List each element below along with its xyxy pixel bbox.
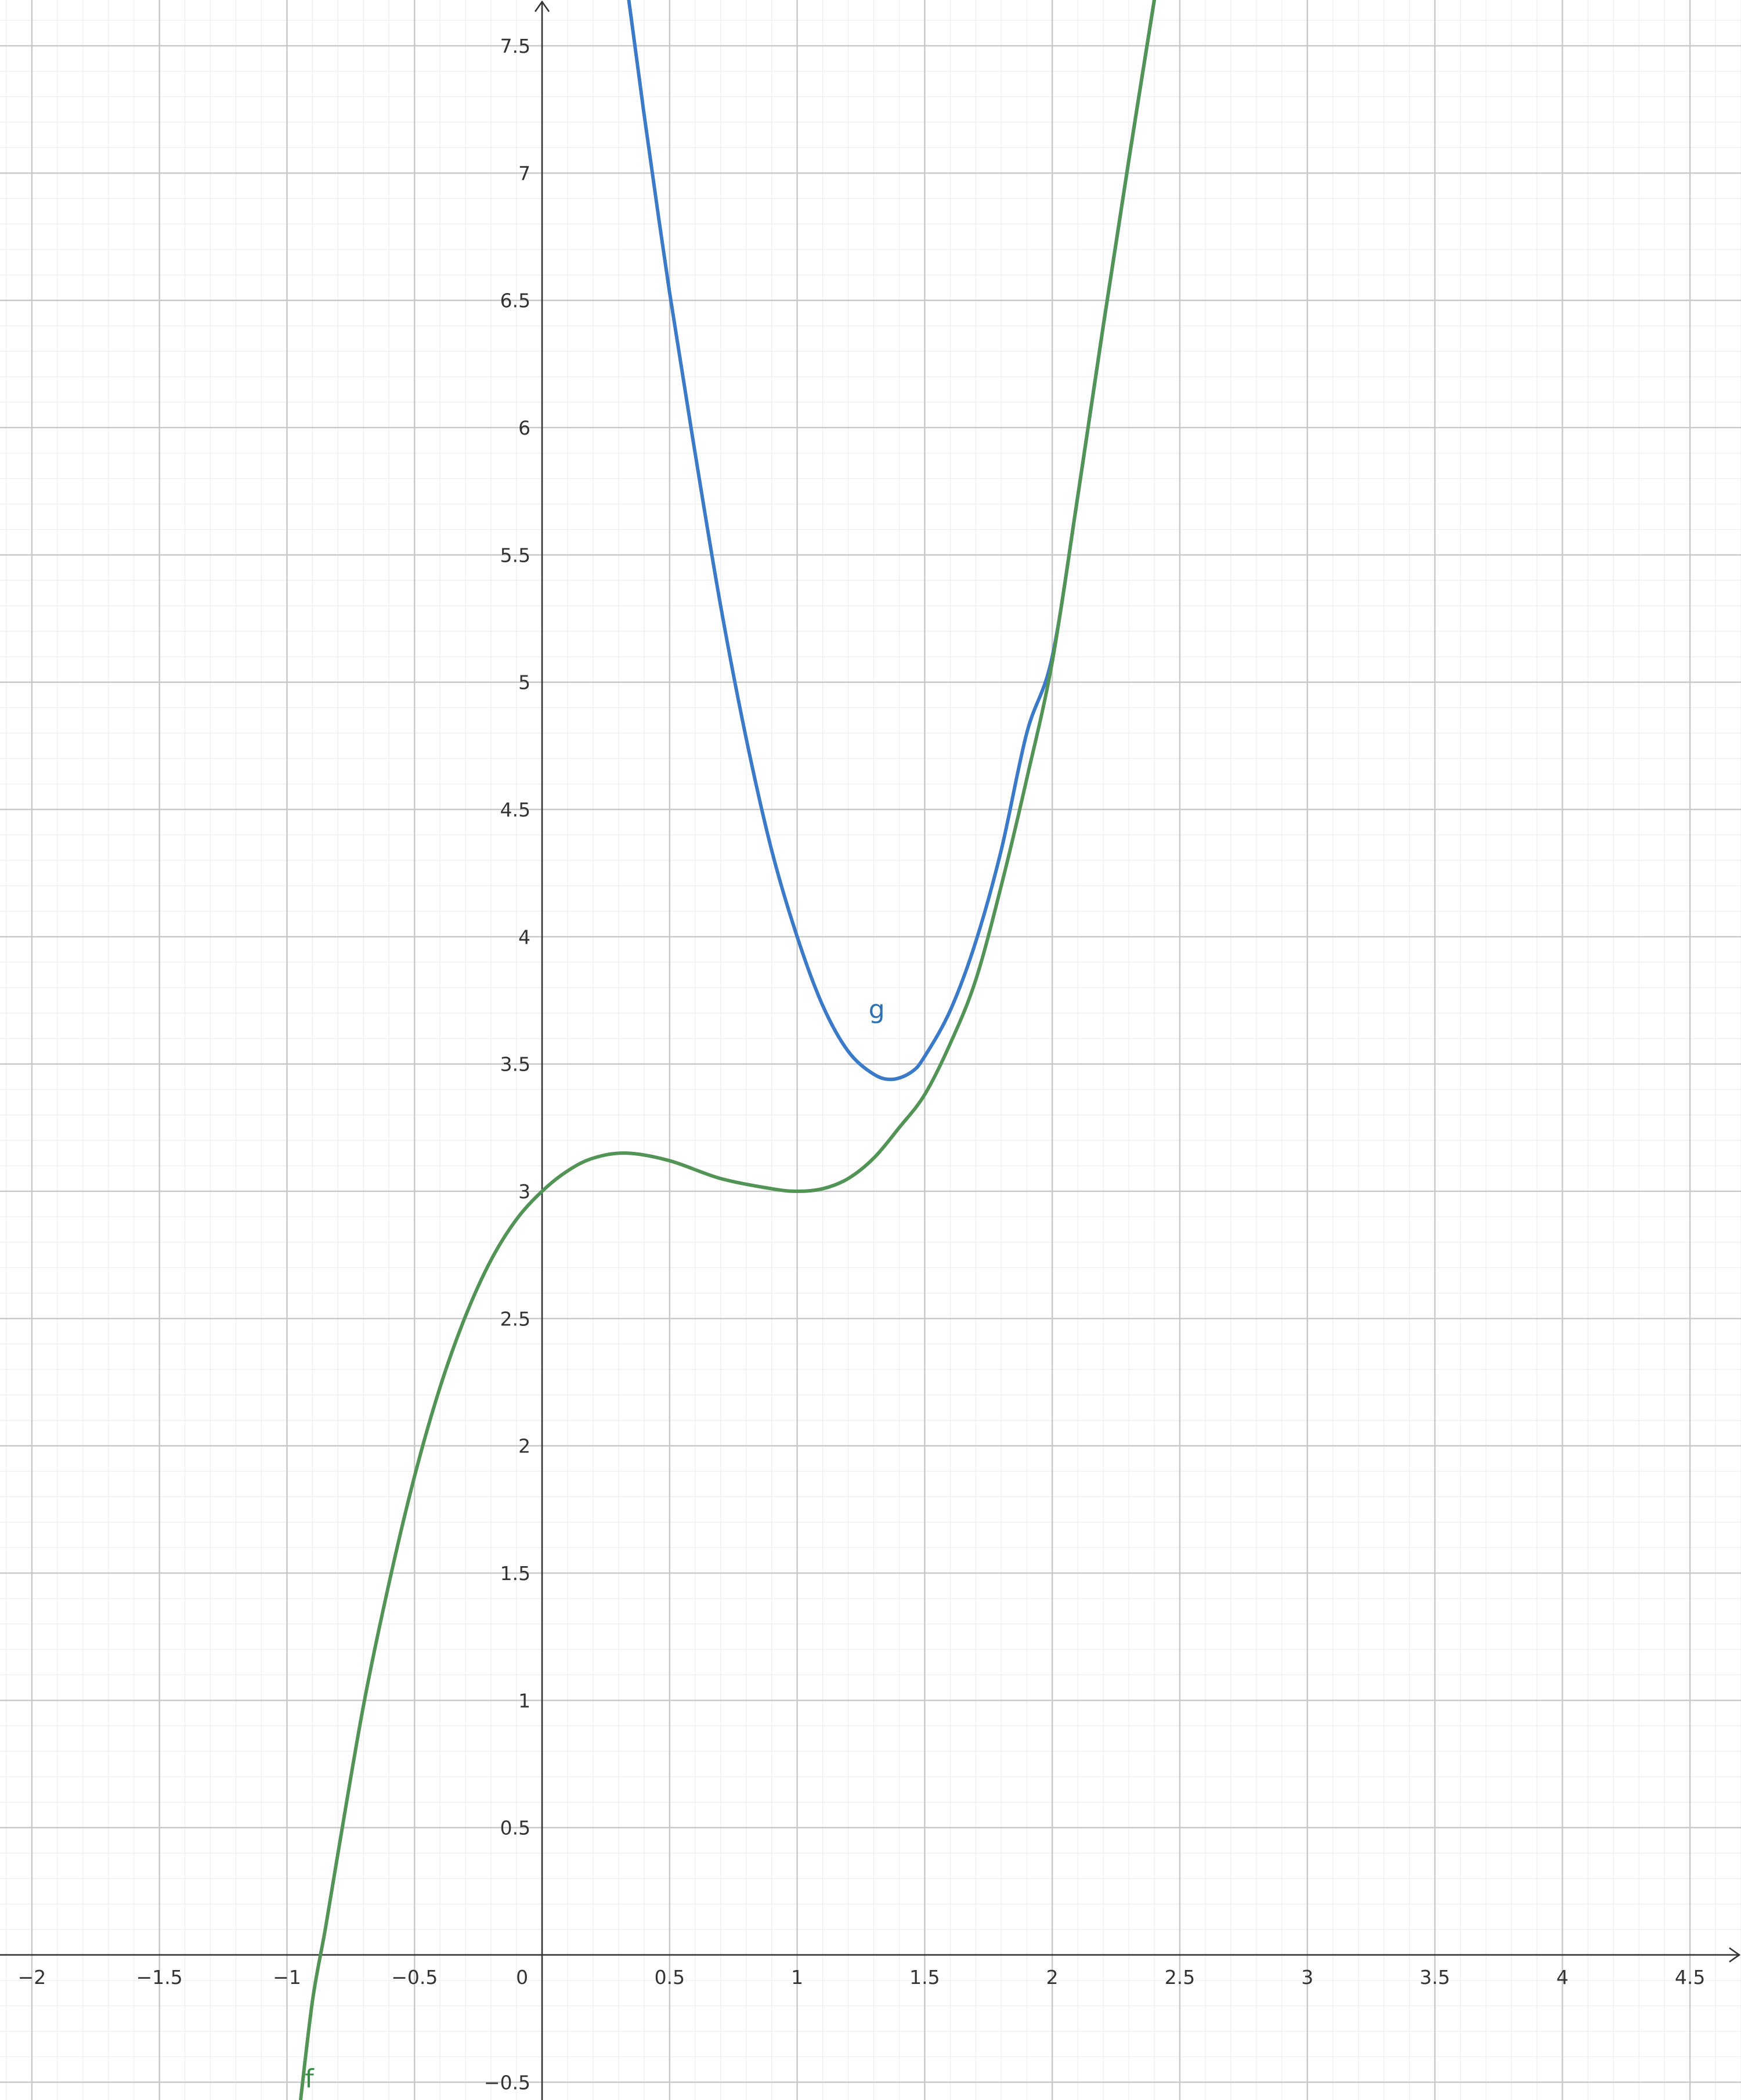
y-tick-label: 5: [518, 671, 530, 694]
y-tick-label: 4: [518, 926, 530, 948]
x-tick-label: 2: [1046, 1966, 1059, 1989]
y-axis-arrow: [534, 0, 550, 12]
y-tick-label: 2: [518, 1435, 530, 1458]
y-tick-label: 1.5: [500, 1562, 530, 1585]
curves: [298, 0, 1157, 2100]
curve-f: [298, 0, 1157, 2100]
y-tick-label: 6.5: [500, 290, 530, 312]
x-axis-arrow: [1729, 1947, 1741, 1963]
x-tick-label: 1.5: [909, 1966, 940, 1989]
x-tick-label: 4: [1556, 1966, 1569, 1989]
y-tick-label: 7: [518, 162, 530, 185]
y-tick-label: 6: [518, 417, 530, 439]
curve-label-g: g: [869, 995, 885, 1025]
x-tick-label: −1: [273, 1966, 301, 1989]
x-tick-label: 3.5: [1419, 1966, 1450, 1989]
y-tick-label: 1: [518, 1689, 530, 1712]
y-tick-label: 5.5: [500, 544, 530, 566]
curve-g: [627, 0, 1157, 1082]
x-tick-label: 0: [516, 1966, 528, 1989]
x-tick-label: 4.5: [1675, 1966, 1705, 1989]
y-tick-label: 3.5: [500, 1053, 530, 1076]
y-tick-label: 4.5: [500, 798, 530, 821]
x-tick-label: 3: [1301, 1966, 1313, 1989]
y-tick-label: −0.5: [484, 2071, 530, 2094]
x-tick-label: 1: [791, 1966, 803, 1989]
y-tick-label: 0.5: [500, 1817, 530, 1839]
y-tick-label: 2.5: [500, 1307, 530, 1330]
x-tick-label: −0.5: [391, 1966, 438, 1989]
curve-label-f: f: [305, 2064, 315, 2094]
curve-labels: gf: [305, 995, 884, 2094]
y-tick-label: 3: [518, 1180, 530, 1203]
y-tick-label: 7.5: [500, 35, 530, 57]
x-tick-label: −2: [18, 1966, 46, 1989]
x-tick-label: −1.5: [136, 1966, 183, 1989]
x-tick-label: 2.5: [1165, 1966, 1195, 1989]
x-tick-label: 0.5: [655, 1966, 685, 1989]
tick-labels: −2 −1.5 −1 −0.5 0 0.5 1 1.5 2 2.5 3 3.5 4 4.5 −0.5 0.5 1…: [18, 35, 1706, 2094]
